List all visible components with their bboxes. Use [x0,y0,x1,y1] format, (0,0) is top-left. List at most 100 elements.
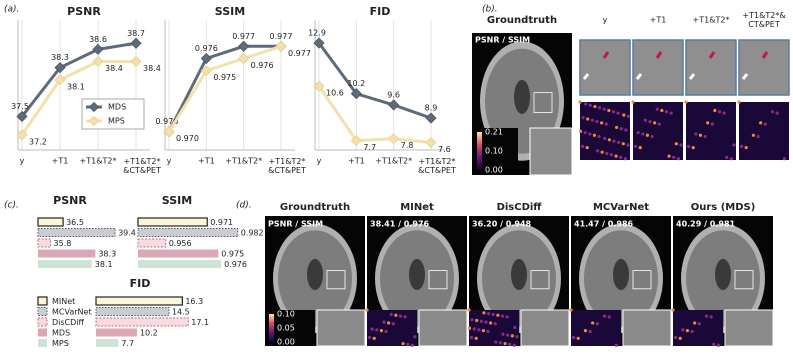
error-spot [580,144,585,148]
error-spot [602,314,607,318]
point [130,55,142,68]
colorbar-tick: 0.21 [485,128,503,137]
colorbar-tick: 0.05 [277,324,295,333]
error-spot [739,144,744,148]
error-map [469,310,519,346]
error-spot [611,110,616,114]
column-title: +T1&T2* [693,16,730,25]
bar [138,260,222,268]
arrow [688,73,696,80]
error-spot [585,146,589,150]
arrow [741,73,749,80]
value-label: 7.7 [363,143,376,152]
error-spot [365,308,369,312]
bar [96,339,119,347]
error-map [633,102,683,160]
point [92,43,104,55]
bar [96,328,137,337]
error-spot [597,134,601,139]
colorbar-tick: 0.00 [277,338,295,347]
x-tick-label: +T1&T2* [80,157,117,166]
error-spot [616,111,620,115]
error-map [571,310,621,346]
error-spot [481,329,486,333]
error-spot [474,336,478,340]
mri-ventricle [409,258,425,291]
error-spot [569,308,573,312]
legend-label: MDS [108,103,126,112]
error-spot [679,143,683,147]
error-spot [505,315,509,319]
panel-label: (b). [482,5,498,15]
error-spot [717,110,722,114]
chart-title: PSNR [53,194,87,207]
error-spot [648,119,652,124]
error-spot [583,329,588,333]
point [54,62,66,74]
error-spot [595,119,599,124]
error-spot [686,144,691,148]
point [92,55,104,68]
error-map [739,102,789,160]
legend-label: MINet [52,297,75,306]
error-spot [617,140,621,145]
error-spot [576,336,580,340]
x-tick-label: +T1&T2* &CT&PET [418,157,456,175]
zoom-crop [632,39,684,96]
zoom-inset [418,309,468,347]
value-label: 38.1 [67,82,85,91]
error-spot [413,335,417,339]
value-label: 0.970 [176,134,199,143]
error-spot [685,329,690,333]
error-spot [698,133,703,137]
zoom-inset [520,309,570,347]
error-spot [775,111,779,115]
chart-title: FID [130,277,151,290]
value-label: 10.6 [326,89,344,98]
bar [137,217,208,227]
error-spot [510,334,514,338]
value-label: 37.2 [29,137,47,146]
x-tick-label: +T1 [52,157,69,166]
error-spot [604,122,608,126]
point [275,40,287,52]
roi-box [734,270,754,290]
error-spot [584,102,588,106]
metric-label: PSNR / SSIM [268,220,323,229]
error-spot [494,340,498,344]
error-spot [703,134,707,139]
error-spot [382,320,386,324]
error-spot [491,312,495,317]
error-spot [472,327,476,331]
value-label: 12.9 [308,29,326,38]
roi-box [533,92,553,113]
error-spot [716,343,720,347]
value-label: 10.2 [140,329,158,338]
error-spot [643,118,647,122]
value-label: 38.7 [127,29,145,38]
error-spot [609,153,614,157]
error-spot [631,100,635,104]
value-label: 37.5 [11,102,29,111]
colorbar-tick: 0.10 [485,147,503,156]
series-line [317,85,432,144]
column-title: Groundtruth [280,202,350,213]
error-spot [676,157,680,161]
column-title: MINet [400,202,434,213]
error-map [367,310,417,346]
column-title: +T1&T2*& CT&PET [742,11,785,29]
error-spot [704,314,709,318]
error-spot [389,312,393,317]
mri-ventricle [715,258,731,291]
bar [95,296,183,306]
column-title: +T1 [650,16,667,25]
error-spot [614,125,619,130]
error-spot [638,146,642,150]
x-tick-label: +T1&T2* &CT&PET [123,157,161,175]
error-spot [710,122,714,126]
error-spot [581,116,585,120]
point [54,74,66,86]
point [425,112,437,124]
error-spot [578,129,583,133]
zoom-inset [622,309,672,347]
